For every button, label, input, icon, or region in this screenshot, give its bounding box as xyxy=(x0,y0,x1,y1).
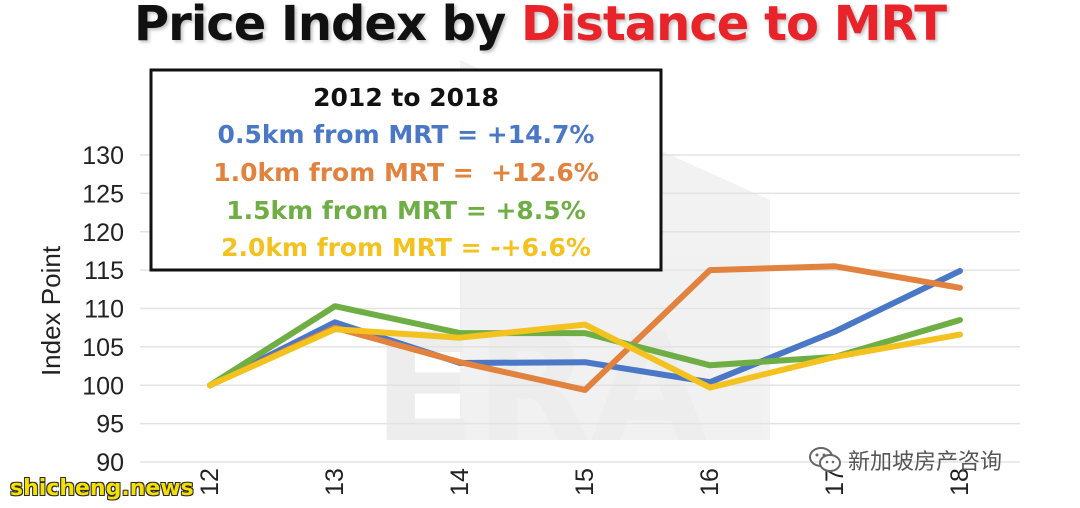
x-tick-label: 15 xyxy=(571,468,599,496)
x-tick-label: 13 xyxy=(321,468,349,496)
legend-box: 2012 to 2018 0.5km from MRT = +14.7% 1.0… xyxy=(149,68,663,272)
legend-line-0-5km: 0.5km from MRT = +14.7% xyxy=(218,120,595,149)
x-tick-label: 16 xyxy=(696,468,724,496)
y-axis-ticks: 90 95 100 105 110 115 120 125 130 xyxy=(82,142,124,477)
wechat-account-watermark: 新加坡房产咨询 xyxy=(808,444,1002,476)
y-tick-label: 105 xyxy=(82,334,124,362)
y-tick-label: 130 xyxy=(82,142,124,170)
y-tick-label: 125 xyxy=(82,180,124,208)
legend-line-2-0km: 2.0km from MRT = -+6.6% xyxy=(221,233,591,262)
chart-title-part2: Distance to MRT xyxy=(520,0,947,52)
x-tick-label: 14 xyxy=(446,468,474,496)
y-tick-label: 95 xyxy=(96,411,124,439)
chart-title-part1: Price Index by xyxy=(133,0,521,52)
chart-title: Price Index by Distance to MRT xyxy=(0,0,1080,52)
chart-series xyxy=(207,263,963,393)
series-line-0-5km xyxy=(207,267,963,389)
wechat-account-name: 新加坡房产咨询 xyxy=(848,450,1003,475)
x-tick-label: 18 xyxy=(946,468,974,496)
x-tick-label: 12 xyxy=(196,468,224,496)
y-tick-label: 100 xyxy=(82,372,124,400)
y-tick-label: 115 xyxy=(84,257,124,285)
site-watermark: shicheng.news xyxy=(10,476,194,501)
legend-heading: 2012 to 2018 xyxy=(313,83,499,112)
legend-line-1-0km: 1.0km from MRT = +12.6% xyxy=(213,158,599,187)
series-line-2-0km xyxy=(207,321,963,391)
y-axis-label: Index Point xyxy=(36,245,66,376)
y-tick-label: 90 xyxy=(96,449,124,477)
y-tick-label: 120 xyxy=(82,219,124,247)
legend-line-1-5km: 1.5km from MRT = +8.5% xyxy=(226,196,586,225)
x-tick-label: 17 xyxy=(821,468,849,496)
x-axis-ticks: 12 13 14 15 16 17 18 xyxy=(196,468,974,496)
legend-box-border xyxy=(149,68,663,272)
y-tick-label: 110 xyxy=(84,296,124,324)
wechat-icon xyxy=(808,446,842,474)
